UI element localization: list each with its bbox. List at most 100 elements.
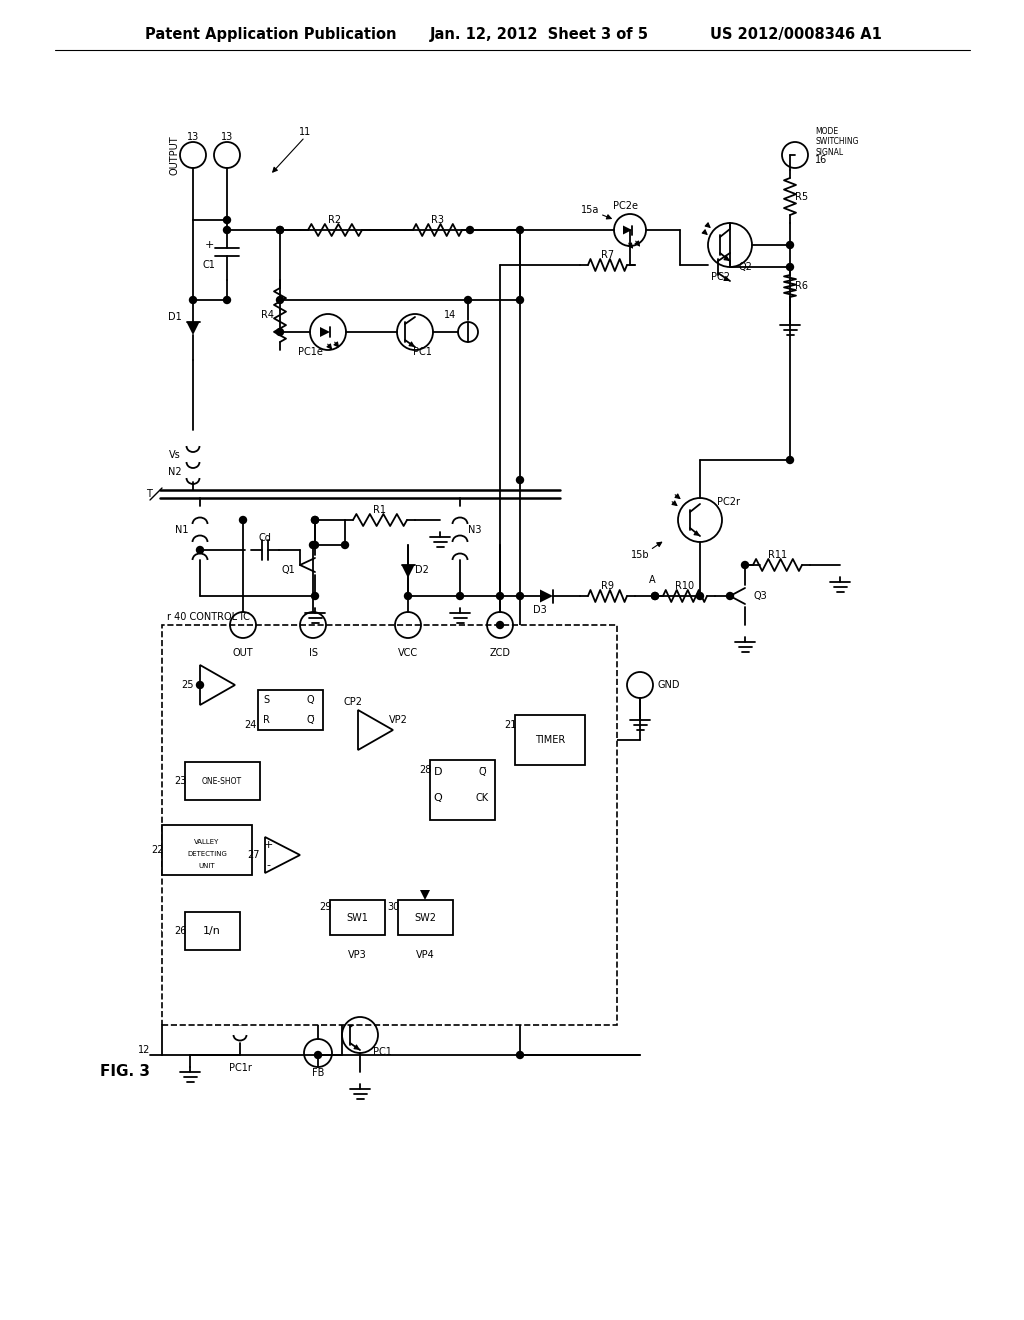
Text: 27: 27 (247, 850, 259, 861)
Text: S: S (263, 696, 269, 705)
Text: Q̅: Q̅ (478, 767, 485, 777)
Circle shape (223, 216, 230, 223)
Text: R3: R3 (431, 215, 444, 224)
Polygon shape (623, 226, 632, 235)
Polygon shape (420, 890, 430, 900)
Text: PC2: PC2 (711, 272, 729, 282)
Circle shape (404, 593, 412, 599)
Text: R6: R6 (796, 281, 809, 290)
Circle shape (276, 329, 284, 335)
Circle shape (516, 297, 523, 304)
Circle shape (311, 516, 318, 524)
Text: 30: 30 (387, 902, 399, 912)
Text: Cd: Cd (259, 533, 271, 543)
Text: N2: N2 (168, 467, 182, 477)
Text: PC1: PC1 (373, 1047, 391, 1057)
Circle shape (786, 264, 794, 271)
Text: 15b: 15b (631, 550, 649, 560)
Text: MODE
SWITCHING
SIGNAL: MODE SWITCHING SIGNAL (815, 127, 858, 157)
Bar (398, 900, 453, 935)
Circle shape (314, 1052, 322, 1059)
Circle shape (516, 1052, 523, 1059)
Text: 24: 24 (244, 719, 256, 730)
Text: R5: R5 (796, 191, 809, 202)
Text: PC1: PC1 (413, 347, 431, 356)
Text: A: A (648, 576, 655, 585)
Text: Q: Q (433, 793, 442, 803)
Bar (430, 760, 495, 820)
Text: VP3: VP3 (347, 950, 367, 960)
Text: 29: 29 (318, 902, 331, 912)
Circle shape (786, 242, 794, 248)
Text: VCC: VCC (398, 648, 418, 657)
Text: VP4: VP4 (416, 950, 434, 960)
Text: +: + (205, 240, 214, 249)
Circle shape (309, 541, 316, 549)
Text: D2: D2 (415, 565, 429, 576)
Text: R4: R4 (261, 310, 274, 319)
Text: 1/n: 1/n (203, 927, 221, 936)
Text: R11: R11 (768, 550, 787, 560)
Text: FIG. 3: FIG. 3 (100, 1064, 150, 1080)
Circle shape (497, 622, 504, 628)
Bar (330, 900, 385, 935)
Text: ONE-SHOT: ONE-SHOT (202, 776, 242, 785)
Text: +: + (263, 840, 272, 850)
Text: 25: 25 (181, 680, 195, 690)
Text: 16: 16 (815, 154, 827, 165)
Text: D1: D1 (168, 312, 182, 322)
Text: 23: 23 (174, 776, 186, 785)
Text: ZCD: ZCD (489, 648, 511, 657)
Text: Q2: Q2 (738, 261, 752, 272)
Text: PC1e: PC1e (298, 347, 323, 356)
Circle shape (276, 227, 284, 234)
Text: OUT: OUT (232, 648, 253, 657)
Text: Q̅: Q̅ (306, 715, 313, 725)
Bar (515, 715, 585, 766)
Text: 13: 13 (186, 132, 199, 143)
Polygon shape (401, 565, 415, 578)
Text: UNIT: UNIT (199, 863, 215, 869)
Text: D3: D3 (534, 605, 547, 615)
Text: TIMER: TIMER (535, 735, 565, 744)
Text: D: D (434, 767, 442, 777)
Circle shape (741, 561, 749, 569)
Circle shape (223, 297, 230, 304)
Polygon shape (319, 327, 330, 337)
Text: Q3: Q3 (753, 591, 767, 601)
Circle shape (240, 516, 247, 524)
Text: R: R (262, 715, 269, 725)
Polygon shape (186, 322, 200, 335)
Text: 15a: 15a (581, 205, 599, 215)
Text: 28: 28 (419, 766, 431, 775)
Circle shape (516, 477, 523, 483)
Bar (185, 762, 260, 800)
Text: Vs: Vs (169, 450, 181, 459)
Text: R10: R10 (676, 581, 694, 591)
Circle shape (223, 227, 230, 234)
Bar (185, 912, 240, 950)
Circle shape (465, 297, 471, 304)
Text: CP2: CP2 (343, 697, 362, 708)
Circle shape (726, 593, 733, 599)
Text: -: - (266, 861, 270, 870)
Circle shape (516, 593, 523, 599)
Circle shape (311, 516, 318, 524)
Text: VP2: VP2 (388, 715, 408, 725)
Text: OUTPUT: OUTPUT (170, 135, 180, 174)
Bar (162, 624, 617, 1026)
Text: VALLEY: VALLEY (195, 840, 220, 845)
Circle shape (276, 227, 284, 234)
Text: R2: R2 (329, 215, 342, 224)
Circle shape (786, 457, 794, 463)
Circle shape (189, 297, 197, 304)
Text: US 2012/0008346 A1: US 2012/0008346 A1 (710, 28, 882, 42)
Text: 12: 12 (137, 1045, 150, 1055)
Text: r 40 CONTROL IC: r 40 CONTROL IC (167, 612, 250, 622)
Text: R1: R1 (374, 506, 386, 515)
Circle shape (311, 593, 318, 599)
Circle shape (651, 593, 658, 599)
Text: R7: R7 (601, 249, 614, 260)
Text: C1: C1 (203, 260, 215, 271)
Circle shape (276, 297, 284, 304)
